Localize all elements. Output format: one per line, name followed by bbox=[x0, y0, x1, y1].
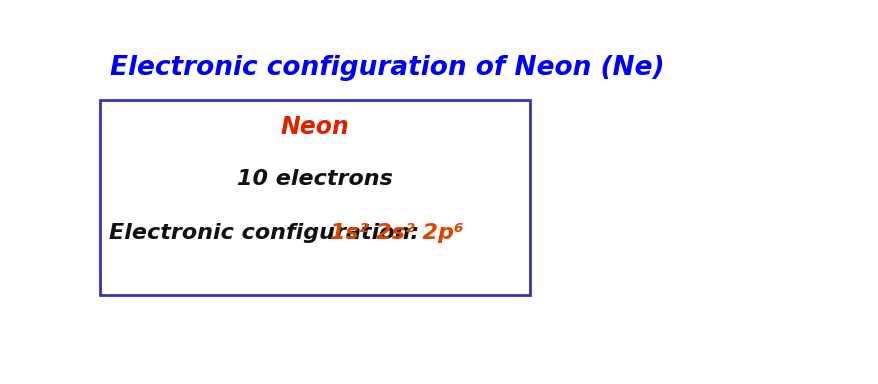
Text: 1s² 2s² 2p⁶: 1s² 2s² 2p⁶ bbox=[329, 223, 463, 243]
Text: 10 electrons: 10 electrons bbox=[237, 169, 392, 189]
Text: Electronic configuration of Neon (Ne): Electronic configuration of Neon (Ne) bbox=[110, 55, 664, 81]
Text: Electronic configuration:: Electronic configuration: bbox=[109, 223, 427, 243]
Text: Neon: Neon bbox=[280, 115, 349, 139]
FancyBboxPatch shape bbox=[100, 100, 529, 295]
